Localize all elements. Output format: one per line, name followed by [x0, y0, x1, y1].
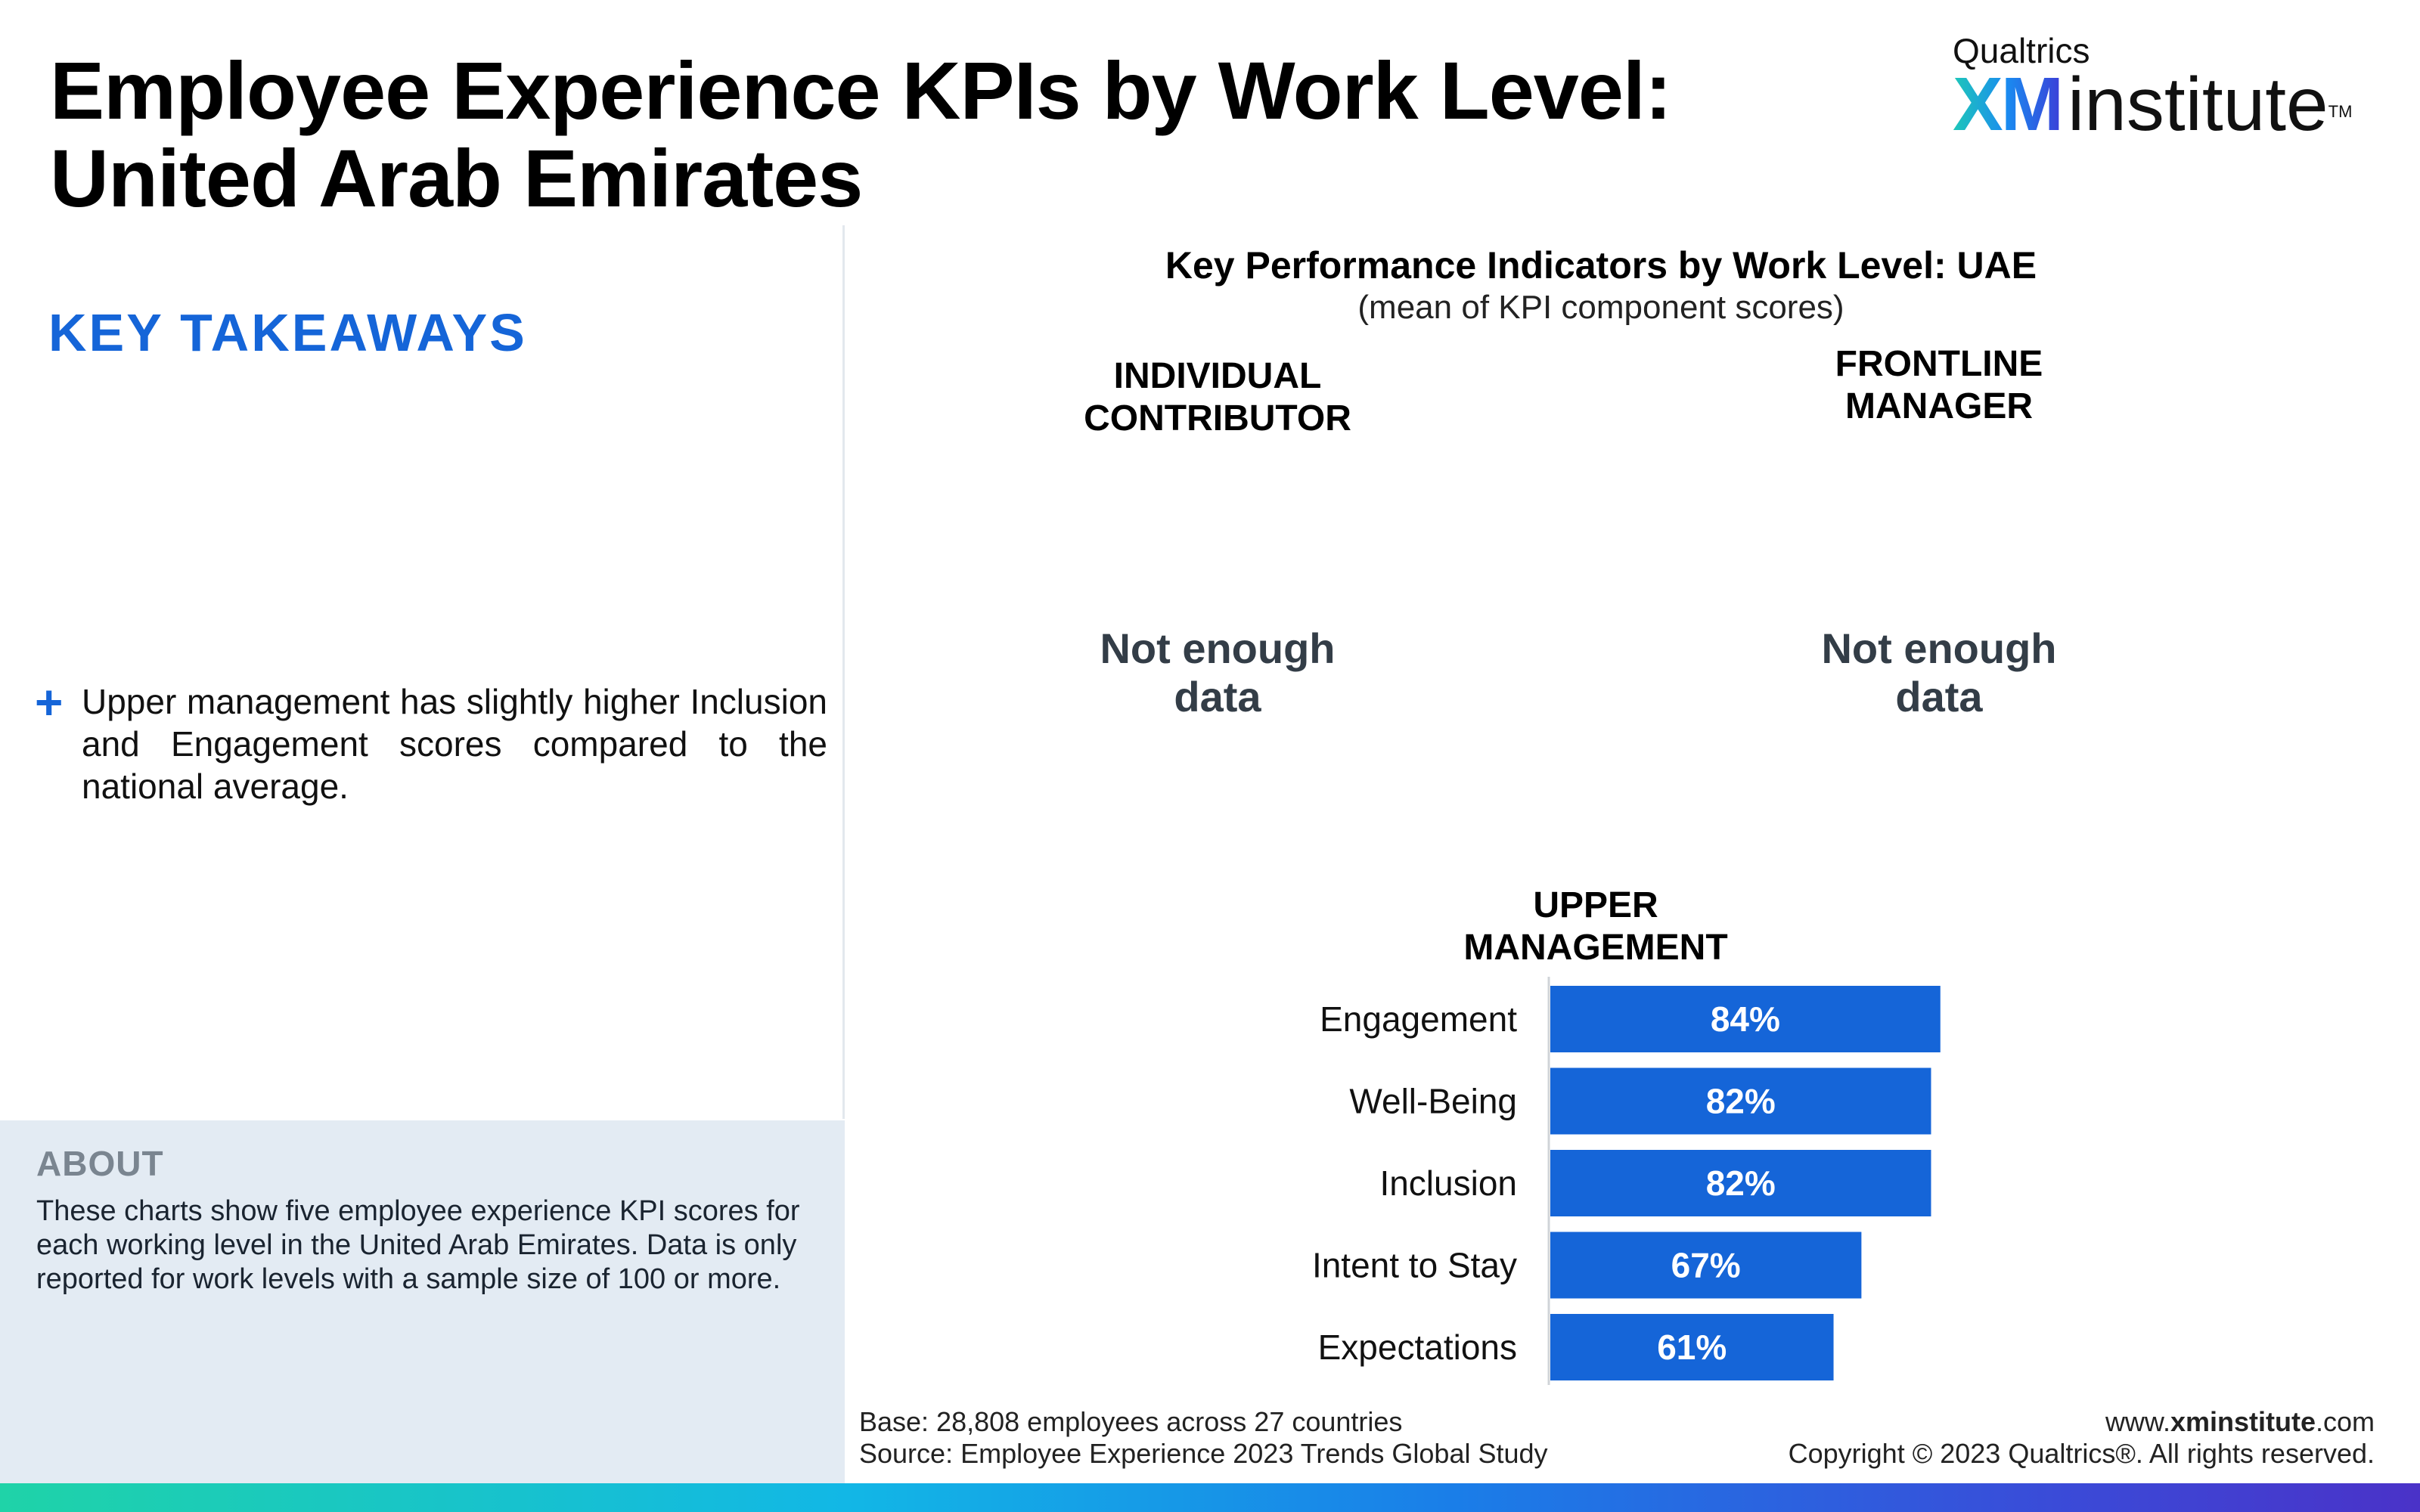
chart-subtitle: (mean of KPI component scores)	[1357, 289, 1844, 326]
source-note: Source: Employee Experience 2023 Trends …	[859, 1438, 1548, 1469]
bar-inclusion	[1550, 1150, 1931, 1216]
category-label: Inclusion	[1379, 1163, 1517, 1203]
value-label: 82%	[1706, 1163, 1776, 1203]
bottom-gradient-bar	[0, 1483, 2420, 1512]
panel-heading-line: MANAGEMENT	[1463, 928, 1728, 968]
column-divider	[842, 225, 845, 1119]
key-takeaways-heading: KEY TAKEAWAYS	[48, 303, 527, 362]
category-label: Expectations	[1318, 1328, 1517, 1367]
chart-title: Key Performance Indicators by Work Level…	[1165, 244, 2037, 287]
category-label: Intent to Stay	[1312, 1246, 1517, 1285]
base-note: Base: 28,808 employees across 27 countri…	[859, 1406, 1403, 1437]
copyright-text: Copyright © 2023 Qualtrics®. All rights …	[1788, 1438, 2375, 1469]
website-link[interactable]: www.xminstitute.com	[1789, 1406, 2375, 1438]
url-suffix: .com	[2315, 1406, 2375, 1437]
footer-source: Base: 28,808 employees across 27 countri…	[859, 1406, 1548, 1470]
url-prefix: www.	[2105, 1406, 2170, 1437]
footer-copyright: www.xminstitute.com Copyright © 2023 Qua…	[1789, 1406, 2375, 1470]
no-data-message-individual: Not enough data	[1044, 624, 1392, 721]
page-title-line-2: United Arab Emirates	[50, 132, 863, 224]
panel-heading-line: MANAGER	[1845, 386, 2033, 426]
category-label: Engagement	[1320, 999, 1517, 1039]
category-label: Well-Being	[1349, 1082, 1517, 1121]
panel-heading-line: FRONTLINE	[1835, 344, 2043, 384]
logo-institute-text: institute	[2068, 62, 2328, 147]
value-label: 67%	[1671, 1246, 1741, 1285]
value-label: 61%	[1657, 1328, 1727, 1367]
panel-heading-upper-management: UPPER MANAGEMENT	[1422, 885, 1770, 969]
xm-institute-logo: Qualtrics XMinstituteTM	[1953, 30, 2376, 144]
page-title: Employee Experience KPIs by Work Level: …	[50, 47, 1789, 222]
no-data-line: data	[1174, 673, 1261, 720]
no-data-line: Not enough	[1821, 624, 2057, 672]
url-bold: xminstitute	[2170, 1406, 2316, 1437]
bar-expectations	[1550, 1314, 1834, 1380]
bar-engagement	[1550, 986, 1941, 1052]
about-text: These charts show five employee experien…	[36, 1195, 800, 1295]
value-label: 84%	[1711, 999, 1780, 1039]
page-title-line-1: Employee Experience KPIs by Work Level:	[50, 45, 1672, 136]
plus-icon: +	[35, 675, 64, 730]
no-data-line: data	[1895, 673, 1983, 720]
no-data-line: Not enough	[1100, 624, 1336, 672]
logo-xm-text: XM	[1953, 62, 2064, 147]
value-label: 82%	[1706, 1082, 1776, 1121]
panel-heading-line: UPPER	[1533, 885, 1658, 925]
about-heading: ABOUT	[36, 1144, 164, 1183]
no-data-message-frontline: Not enough data	[1765, 624, 2113, 721]
panel-heading-line: INDIVIDUAL	[1113, 356, 1322, 396]
panel-heading-frontline-manager: FRONTLINE MANAGER	[1765, 343, 2113, 428]
panel-heading-line: CONTRIBUTOR	[1084, 398, 1351, 438]
bar-intent-to-stay	[1550, 1232, 1862, 1299]
logo-tm-text: TM	[2328, 102, 2353, 121]
about-box: ABOUT These charts show five employee ex…	[0, 1120, 845, 1483]
panel-heading-individual-contributor: INDIVIDUAL CONTRIBUTOR	[1044, 355, 1392, 440]
bar-well-being	[1550, 1067, 1931, 1135]
takeaway-text: Upper management has slightly higher Inc…	[82, 682, 827, 806]
logo-qualtrics-text: Qualtrics	[1953, 31, 2090, 70]
upper-management-bar-chart: Engagement 84% Well-Being 82% Inclusion 82% In…	[1312, 977, 1941, 1385]
